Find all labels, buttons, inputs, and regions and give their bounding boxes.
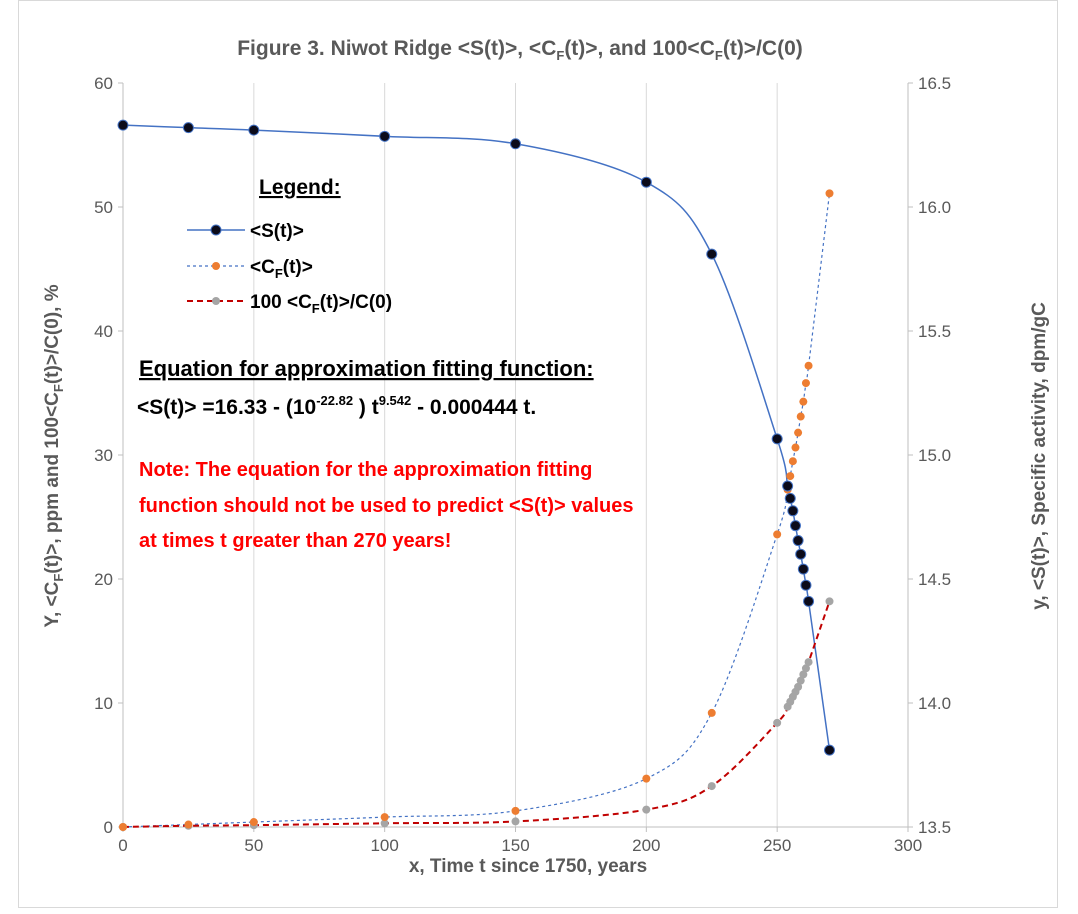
point-s xyxy=(800,579,812,591)
point-s xyxy=(510,138,521,150)
point-ratio xyxy=(380,819,389,828)
legend-marker-s xyxy=(210,224,222,236)
x-tick-label: 250 xyxy=(763,836,791,855)
y-left-axis-label: Y, <CF(t)>, ppm and 100<CF(t)>/C(0), % xyxy=(42,284,66,627)
chart-frame: 0 50 100 150 200 250 300 0 10 20 30 40 50 60 13.5 14.0 1… xyxy=(18,0,1058,908)
legend: Legend: <S(t)> <CF(t)> 100 <CF(t)>/C(0) xyxy=(187,176,392,316)
x-tick-label: 50 xyxy=(244,836,263,855)
point-ratio xyxy=(773,718,782,727)
y-right-tick-label: 15.0 xyxy=(918,446,951,465)
y-left-tick-label: 0 xyxy=(104,818,113,837)
equation-annotation: Equation for approximation fitting funct… xyxy=(137,356,594,419)
point-s xyxy=(789,520,801,532)
gridlines xyxy=(253,83,909,827)
equation-text: <S(t)> =16.33 - (10-22.82 ) t9.542 - 0.0… xyxy=(137,393,536,419)
point-s xyxy=(782,480,794,492)
point-ratio xyxy=(794,682,803,691)
point-ratio xyxy=(707,782,716,791)
legend-entry-ratio: 100 <CF(t)>/C(0) xyxy=(187,292,392,316)
point-s xyxy=(706,248,718,260)
y-left-tick-label: 20 xyxy=(94,570,113,589)
point-cf xyxy=(794,428,803,437)
point-cf xyxy=(786,472,795,481)
series-markers xyxy=(117,119,835,831)
point-cf xyxy=(249,818,258,827)
x-tick-label: 150 xyxy=(501,836,529,855)
y-right-tick-label: 14.5 xyxy=(918,570,951,589)
series-line-s xyxy=(122,124,831,751)
point-s xyxy=(824,744,835,756)
y-right-axis-label: y, <S(t)>, Specific activity, dpm/gC xyxy=(1029,302,1050,610)
axes xyxy=(118,82,913,832)
note-line-3: at times t greater than 270 years! xyxy=(139,530,451,552)
point-cf xyxy=(804,361,813,370)
legend-label-cf: <CF(t)> xyxy=(250,257,313,281)
point-ratio xyxy=(511,817,520,826)
note-annotation: Note: The equation for the approximation… xyxy=(139,459,633,552)
point-s xyxy=(792,535,804,547)
point-cf xyxy=(511,806,520,815)
point-cf xyxy=(119,823,127,831)
point-cf xyxy=(773,530,782,539)
point-ratio xyxy=(642,805,651,814)
point-s xyxy=(248,124,260,136)
x-axis-label: x, Time t since 1750, years xyxy=(409,856,647,877)
point-s xyxy=(117,119,129,131)
y-left-tick-label: 30 xyxy=(94,446,113,465)
y-left-tick-label: 50 xyxy=(94,198,113,217)
point-s xyxy=(784,492,796,504)
equation-heading: Equation for approximation fitting funct… xyxy=(139,356,594,381)
point-s xyxy=(787,505,799,517)
x-tick-label: 100 xyxy=(370,836,398,855)
x-tick-label: 0 xyxy=(118,836,127,855)
point-cf xyxy=(825,189,834,198)
point-cf xyxy=(642,774,651,783)
note-line-2: function should not be used to predict <… xyxy=(139,495,633,517)
point-cf xyxy=(796,412,805,421)
legend-marker-cf xyxy=(212,262,220,270)
chart-svg: 0 50 100 150 200 250 300 0 10 20 30 40 50 60 13.5 14.0 1… xyxy=(42,37,1050,877)
series-line-ratio xyxy=(122,600,831,828)
point-cf xyxy=(184,820,193,829)
point-ratio xyxy=(801,664,810,673)
y-right-tick-label: 13.5 xyxy=(918,818,951,837)
point-s xyxy=(797,563,809,575)
legend-entry-s: <S(t)> xyxy=(187,221,304,242)
point-cf xyxy=(791,443,800,452)
point-ratio xyxy=(804,658,813,667)
legend-entry-cf: <CF(t)> xyxy=(187,257,313,281)
legend-marker-ratio xyxy=(212,297,220,305)
y-right-tick-label: 14.0 xyxy=(918,694,951,713)
chart-title: Figure 3. Niwot Ridge <S(t)>, <CF(t)>, a… xyxy=(237,37,803,63)
point-cf xyxy=(788,457,797,466)
tick-labels: 0 50 100 150 200 250 300 0 10 20 30 40 50 60 13.5 14.0 1… xyxy=(94,74,951,855)
point-ratio xyxy=(799,670,808,679)
point-s xyxy=(771,433,783,445)
y-right-tick-label: 15.5 xyxy=(918,322,951,341)
point-s xyxy=(182,122,194,134)
note-line-1: Note: The equation for the approximation… xyxy=(139,459,592,481)
point-s xyxy=(640,176,652,188)
point-s xyxy=(379,130,391,142)
point-s xyxy=(795,548,807,560)
legend-heading: Legend: xyxy=(259,176,341,199)
x-tick-label: 300 xyxy=(894,836,922,855)
point-ratio xyxy=(825,597,834,606)
y-left-tick-label: 10 xyxy=(94,694,113,713)
y-left-tick-label: 40 xyxy=(94,322,113,341)
y-right-tick-label: 16.0 xyxy=(918,198,951,217)
point-cf xyxy=(380,813,389,822)
y-right-tick-label: 16.5 xyxy=(918,74,951,93)
point-s xyxy=(803,595,815,607)
y-left-tick-label: 60 xyxy=(94,74,113,93)
point-cf xyxy=(801,379,810,388)
x-tick-label: 200 xyxy=(632,836,660,855)
legend-label-s: <S(t)> xyxy=(250,221,304,242)
legend-label-ratio: 100 <CF(t)>/C(0) xyxy=(250,292,392,316)
point-ratio xyxy=(796,676,805,685)
point-cf xyxy=(707,708,716,717)
point-cf xyxy=(799,397,808,406)
